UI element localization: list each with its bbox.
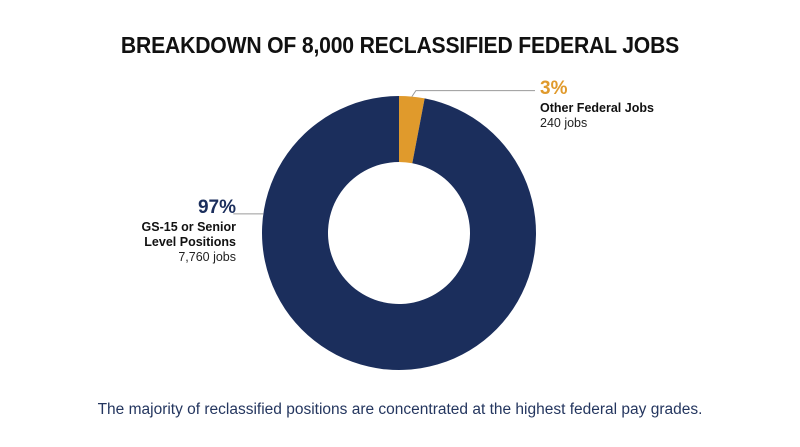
chart-caption: The majority of reclassified positions a… bbox=[97, 401, 703, 418]
label-other-federal-jobs: 3% Other Federal Jobs 240 jobs bbox=[540, 78, 654, 131]
label-senior-positions: 97% GS-15 or Senior Level Positions 7,76… bbox=[142, 197, 236, 265]
donut-slices bbox=[262, 96, 537, 370]
leader-line-other-federal-jobs bbox=[411, 90, 535, 97]
leader-lines bbox=[233, 90, 535, 215]
count-label-senior: 7,760 jobs bbox=[178, 249, 236, 264]
chart-title: BREAKDOWN OF 8,000 RECLASSIFIED FEDERAL … bbox=[120, 32, 680, 58]
percent-label-other: 3% bbox=[540, 78, 568, 99]
percent-label-senior: 97% bbox=[197, 197, 236, 218]
count-label-other: 240 jobs bbox=[540, 115, 588, 130]
donut-slice-gs-15-or-senior-level-positions bbox=[262, 96, 537, 370]
category-label-other: Other Federal Jobs bbox=[540, 100, 654, 115]
category-label-senior-line1: GS-15 or Senior bbox=[141, 219, 236, 234]
category-label-senior-line2: Level Positions bbox=[144, 234, 236, 249]
donut-slice-other-federal-jobs bbox=[399, 96, 425, 164]
